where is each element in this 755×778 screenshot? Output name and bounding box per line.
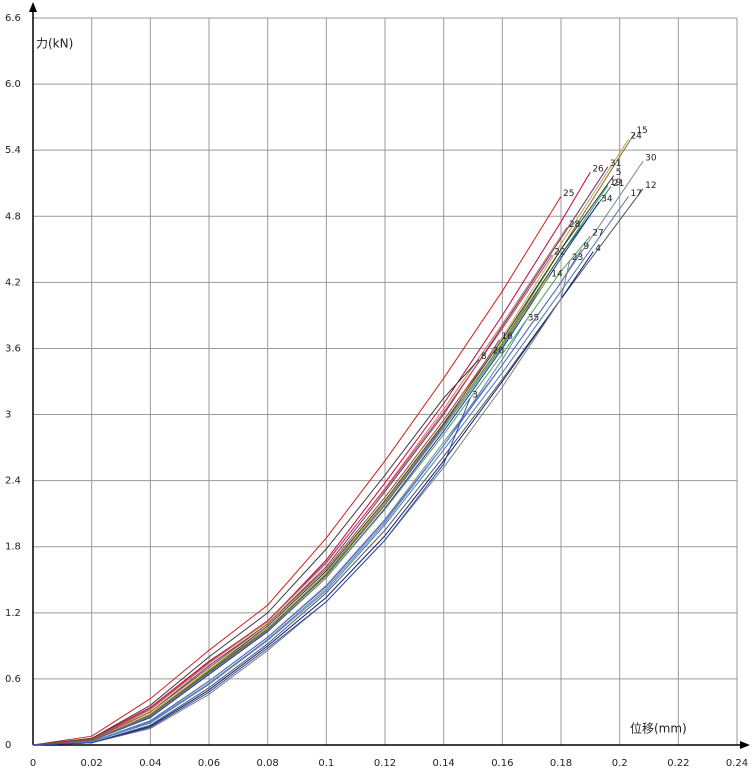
x-tick-label: 0.24 — [726, 758, 748, 769]
y-tick-label: 1.8 — [5, 542, 21, 553]
y-axis-arrow — [29, 2, 37, 12]
y-tick-label: 6.0 — [5, 79, 21, 90]
curve — [32, 339, 500, 746]
curve — [32, 251, 594, 746]
series-label: 19 — [610, 178, 622, 188]
curve — [32, 235, 591, 746]
series-label: 20 — [493, 346, 505, 356]
curve — [32, 175, 615, 746]
series-label: 25 — [563, 189, 574, 199]
curve — [32, 166, 609, 746]
series-label: 8 — [481, 352, 487, 362]
series-label: 12 — [645, 181, 656, 191]
x-tick-label: 0.02 — [81, 758, 103, 769]
series-label: 4 — [595, 244, 601, 254]
series-label: 30 — [645, 154, 657, 164]
x-tick-label: 0.18 — [550, 758, 572, 769]
x-tick-label: 0.22 — [667, 758, 689, 769]
series-label: 9 — [584, 242, 590, 252]
curve — [32, 138, 629, 746]
x-tick-label: 0.14 — [433, 758, 455, 769]
curve — [32, 320, 527, 746]
curve — [32, 196, 562, 746]
series-label: 34 — [601, 194, 613, 204]
curve — [32, 188, 644, 746]
series-label: 23 — [572, 253, 583, 263]
x-tick-label: 0.12 — [374, 758, 396, 769]
series-label: 35 — [528, 313, 539, 323]
y-tick-label: 0.6 — [5, 674, 21, 685]
y-tick-label: 0 — [5, 740, 11, 751]
curve — [32, 201, 600, 746]
series-label: 27 — [592, 229, 603, 239]
curve — [32, 160, 644, 746]
y-tick-label: 2.4 — [5, 476, 21, 487]
x-tick-label: 0.2 — [612, 758, 628, 769]
y-tick-label: 1.2 — [5, 608, 21, 619]
x-tick-label: 0.1 — [318, 758, 334, 769]
curve — [32, 359, 480, 746]
curve — [32, 276, 550, 746]
curve — [32, 254, 553, 746]
series-label: 16 — [501, 332, 513, 342]
y-tick-label: 5.4 — [5, 145, 21, 156]
curve — [32, 196, 629, 746]
y-tick-label: 3.6 — [5, 343, 21, 354]
series-label: 28 — [569, 220, 581, 230]
curve — [32, 260, 571, 746]
series-label: 14 — [551, 269, 563, 279]
series-label: 5 — [616, 168, 622, 178]
series-label: 31 — [610, 159, 621, 169]
y-tick-label: 4.2 — [5, 277, 21, 288]
x-tick-label: 0 — [30, 758, 36, 769]
curve — [32, 186, 612, 746]
x-tick-label: 0.08 — [257, 758, 279, 769]
curve — [32, 397, 471, 746]
y-axis-label: 力(kN) — [36, 37, 73, 51]
x-tick-label: 0.06 — [198, 758, 220, 769]
curve — [32, 171, 591, 746]
curve — [32, 185, 609, 746]
series-label: 17 — [630, 189, 641, 199]
series-label: 26 — [592, 165, 604, 175]
y-tick-label: 6.6 — [5, 13, 21, 24]
curve — [32, 227, 568, 746]
curve — [32, 353, 492, 746]
curve — [32, 133, 635, 746]
x-axis-arrow — [740, 741, 750, 749]
y-tick-label: 4.8 — [5, 211, 21, 222]
x-tick-label: 0.16 — [491, 758, 513, 769]
curve — [32, 249, 582, 746]
series-label: 21 — [613, 179, 624, 189]
series-label: 3 — [472, 391, 478, 401]
y-tick-label: 3 — [5, 410, 11, 421]
x-tick-label: 0.04 — [139, 758, 161, 769]
series-label: 15 — [636, 126, 647, 136]
series-label: 24 — [630, 132, 642, 142]
series-label: 22 — [554, 247, 565, 257]
x-axis-label: 位移(mm) — [630, 721, 687, 736]
